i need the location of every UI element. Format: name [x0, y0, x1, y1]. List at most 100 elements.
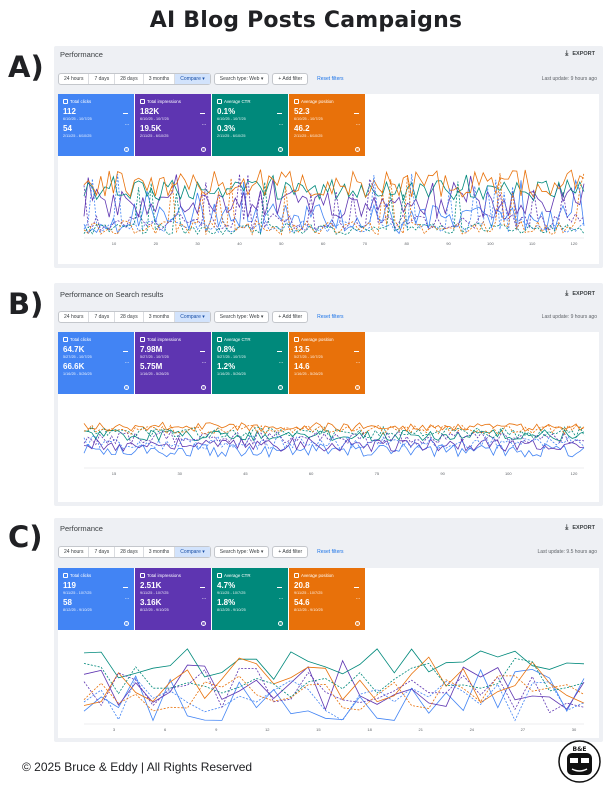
range-7-days[interactable]: 7 days — [89, 547, 116, 557]
checkbox-icon[interactable] — [63, 99, 68, 104]
range-24-hours[interactable]: 24 hours — [59, 547, 90, 557]
checkbox-icon[interactable] — [217, 337, 222, 342]
chevron-down-icon: ▾ — [260, 549, 264, 555]
compare-dropdown[interactable]: Compare ▾ — [175, 547, 210, 557]
total-impressions-card[interactable]: Total impressions 182K 6/10/25 - 10/7/25 ··… — [135, 94, 211, 156]
checkbox-icon[interactable] — [63, 337, 68, 342]
x-tick-label: 90 — [440, 471, 445, 476]
x-tick-label: 10 — [112, 241, 117, 246]
total-clicks-card[interactable]: Total clicks 119 9/11/25 - 10/7/25 ··· 58 8/1… — [58, 568, 134, 630]
current-period-legend — [200, 587, 205, 589]
add-filter-button[interactable]: + Add filter — [272, 546, 309, 558]
average-ctr-card[interactable]: Average CTR 0.8% 5/27/25 - 10/7/25 ··· 1.2% 1… — [212, 332, 288, 394]
export-button[interactable]: ⤓ EXPORT — [565, 50, 595, 57]
range-28-days[interactable]: 28 days — [115, 547, 144, 557]
download-icon: ⤓ — [565, 50, 569, 57]
total-impressions-card[interactable]: Total impressions 2.51K 9/11/25 - 10/7/25 ·… — [135, 568, 211, 630]
reset-filters-link[interactable]: Reset filters — [317, 314, 344, 320]
range-24-hours[interactable]: 24 hours — [59, 74, 90, 84]
checkbox-icon[interactable] — [140, 99, 145, 104]
search-type-dropdown[interactable]: Search type: Web ▾ — [213, 311, 270, 323]
checkbox-icon[interactable] — [217, 573, 222, 578]
export-button[interactable]: ⤓ EXPORT — [565, 290, 595, 297]
date-range-current: 9/11/25 - 10/7/25 — [140, 591, 169, 595]
metric-value-previous: 54 — [63, 124, 72, 133]
compare-dropdown[interactable]: Compare ▾ — [175, 74, 210, 84]
help-icon[interactable]: ? — [278, 621, 283, 626]
metric-label: Average position — [294, 337, 334, 342]
total-impressions-card[interactable]: Total impressions 7.98M 5/27/25 - 10/7/25 ·… — [135, 332, 211, 394]
trend-line-total-impressions-previous — [83, 174, 585, 232]
average-ctr-card[interactable]: Average CTR 4.7% 9/11/25 - 10/7/25 ··· 1.8% 8… — [212, 568, 288, 630]
help-icon[interactable]: ? — [124, 621, 129, 626]
range-3-months[interactable]: 3 months — [144, 74, 176, 84]
previous-period-legend: ··· — [278, 596, 284, 602]
range-7-days[interactable]: 7 days — [89, 312, 116, 322]
x-tick-label: 100 — [505, 471, 512, 476]
help-icon[interactable]: ? — [201, 385, 206, 390]
add-filter-button[interactable]: + Add filter — [272, 311, 309, 323]
trend-line-total-impressions-current — [83, 174, 585, 219]
compare-dropdown[interactable]: Compare ▾ — [175, 312, 210, 322]
range-3-months[interactable]: 3 months — [144, 547, 176, 557]
checkbox-icon[interactable] — [294, 337, 299, 342]
reset-filters-link[interactable]: Reset filters — [317, 549, 344, 555]
metric-label: Total clicks — [63, 573, 91, 578]
x-tick-label: 30 — [572, 727, 577, 732]
add-filter-button[interactable]: + Add filter — [272, 73, 309, 85]
range-3-months[interactable]: 3 months — [144, 312, 176, 322]
search-type-dropdown[interactable]: Search type: Web ▾ — [213, 73, 270, 85]
total-clicks-card[interactable]: Total clicks 112 6/10/25 - 10/7/25 ··· 54 2/1… — [58, 94, 134, 156]
last-update: Last update: 9 hours ago — [541, 76, 597, 82]
previous-period-legend: ··· — [278, 122, 284, 128]
average-position-card[interactable]: Average position 13.5 5/27/25 - 10/7/25 ···… — [289, 332, 365, 394]
help-icon[interactable]: ? — [201, 147, 206, 152]
help-icon[interactable]: ? — [278, 385, 283, 390]
search-type-dropdown[interactable]: Search type: Web ▾ — [213, 546, 270, 558]
help-icon[interactable]: ? — [355, 147, 360, 152]
checkbox-icon[interactable] — [140, 337, 145, 342]
range-24-hours[interactable]: 24 hours — [59, 312, 90, 322]
panel-letter-a: A) — [8, 50, 44, 84]
current-period-legend — [123, 351, 128, 353]
export-button[interactable]: ⤓ EXPORT — [565, 524, 595, 531]
help-icon[interactable]: ? — [278, 147, 283, 152]
range-28-days[interactable]: 28 days — [115, 312, 144, 322]
current-period-legend — [200, 113, 205, 115]
average-position-card[interactable]: Average position 20.8 9/11/25 - 10/7/25 ···… — [289, 568, 365, 630]
total-clicks-card[interactable]: Total clicks 64.7K 5/27/25 - 10/7/25 ··· 66.… — [58, 332, 134, 394]
help-icon[interactable]: ? — [355, 385, 360, 390]
metric-label: Average CTR — [217, 573, 251, 578]
metric-value-current: 0.1% — [217, 107, 236, 116]
checkbox-icon[interactable] — [63, 573, 68, 578]
date-range-current: 6/10/25 - 10/7/25 — [294, 117, 323, 121]
x-tick-label: 45 — [243, 471, 248, 476]
reset-filters-link[interactable]: Reset filters — [317, 76, 344, 82]
download-icon: ⤓ — [565, 290, 569, 297]
x-tick-label: 60 — [321, 241, 326, 246]
range-28-days[interactable]: 28 days — [115, 74, 144, 84]
average-ctr-card[interactable]: Average CTR 0.1% 6/10/25 - 10/7/25 ··· 0.3% 2… — [212, 94, 288, 156]
trend-line-average-ctr-previous — [83, 658, 585, 698]
date-range-current: 5/27/25 - 10/7/25 — [63, 355, 92, 359]
previous-period-legend: ··· — [201, 122, 207, 128]
plus-icon: + — [278, 76, 282, 82]
average-position-card[interactable]: Average position 52.3 6/10/25 - 10/7/25 ···… — [289, 94, 365, 156]
checkbox-icon[interactable] — [294, 573, 299, 578]
x-tick-label: 9 — [215, 727, 218, 732]
checkbox-icon[interactable] — [140, 573, 145, 578]
previous-period-legend: ··· — [201, 360, 207, 366]
metric-value-previous: 58 — [63, 598, 72, 607]
trend-line-total-clicks-current — [83, 442, 585, 458]
help-icon[interactable]: ? — [124, 147, 129, 152]
help-icon[interactable]: ? — [201, 621, 206, 626]
help-icon[interactable]: ? — [124, 385, 129, 390]
metric-value-current: 64.7K — [63, 345, 85, 354]
help-icon[interactable]: ? — [355, 621, 360, 626]
date-range-current: 5/27/25 - 10/7/25 — [140, 355, 169, 359]
trend-line-total-clicks-previous — [83, 677, 585, 722]
checkbox-icon[interactable] — [217, 99, 222, 104]
range-7-days[interactable]: 7 days — [89, 74, 116, 84]
checkbox-icon[interactable] — [294, 99, 299, 104]
previous-period-legend: ··· — [355, 360, 361, 366]
